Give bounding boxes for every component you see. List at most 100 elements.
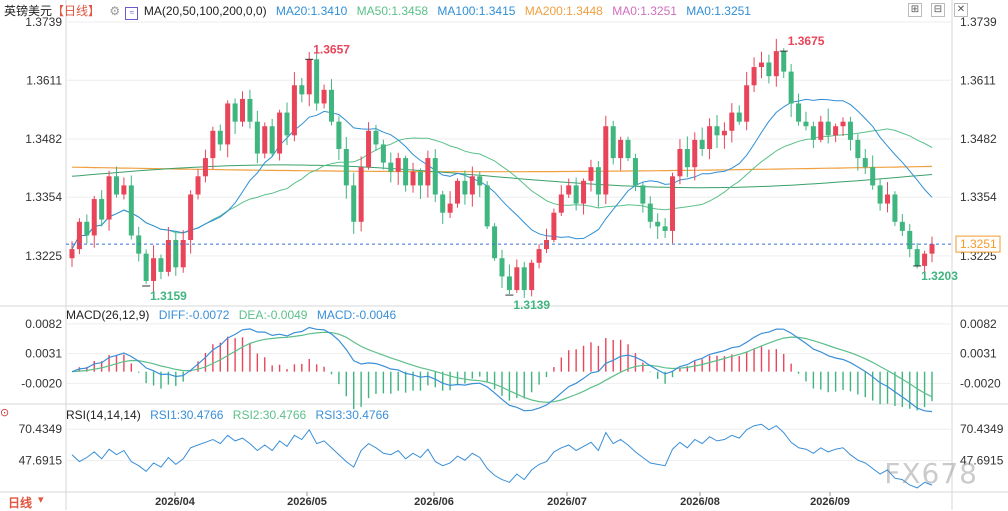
candle-body [803,121,809,127]
x-tick-label: 2026/05 [287,496,327,508]
macd-label: MACD(26,12,9) [66,308,150,322]
watermark: FX678 [884,457,978,490]
candle-body [232,103,238,122]
ma200-value: MA200:1.3448 [524,4,603,18]
candle-body [447,203,453,213]
candle-body [499,258,505,277]
candle-body [870,167,876,186]
macd-tick-right: 0.0082 [960,317,997,331]
candle-body [328,89,334,122]
candle-body [462,180,468,195]
diff-value: DIFF:-0.0072 [158,308,230,322]
ma50-value: MA50:1.3458 [356,4,429,18]
candle-body [306,59,312,95]
macd-value: MACD:-0.0046 [316,308,397,322]
candle-body [84,221,90,236]
candle-body [514,267,520,291]
candle-body [603,126,609,195]
candle-body [321,89,327,104]
candle-body [766,62,772,77]
candle-body [299,85,305,95]
rsi-label: RSI(14,14,14) [66,408,141,422]
candle-body [721,130,727,136]
candle-body [469,176,475,195]
candle-body [625,139,631,159]
candle-body [351,185,357,222]
macd-tick-right: 0.0031 [960,347,997,361]
macd-header: MACD(26,12,9) DIFF:-0.0072 DEA:-0.0049 M… [66,308,402,322]
candle-body [595,167,601,195]
grid-toggle-icon[interactable]: ⊟ [931,3,945,17]
rsi-tick-left: 70.4349 [19,422,63,436]
candle-body [358,167,364,222]
candle-body [929,244,935,254]
candle-body [810,126,816,140]
candle-body [632,158,638,186]
candle-body [432,158,438,195]
current-price-box [955,235,1001,253]
candle-body [551,212,557,241]
target-icon[interactable]: ⊙ [0,407,10,419]
diff-line [71,326,933,413]
candle-body [899,221,905,231]
candle-body [677,148,683,177]
candle-body [291,85,297,136]
low-annotation: 1.3139 [513,298,550,312]
price-tick-left: 1.3739 [25,15,62,29]
candle-body [699,139,705,149]
candle-body [833,126,839,136]
candle-body [158,258,164,272]
candle-body [410,171,416,186]
candle-body [529,262,535,291]
low-annotation: 1.3159 [150,289,187,303]
candle-body [336,121,342,149]
candle-body [588,167,594,181]
price-tick-left: 1.3482 [25,132,62,146]
candle-body [862,158,868,168]
candle-body [69,249,75,259]
candle-body [914,249,920,266]
candle-body [425,158,431,186]
candle-body [796,103,802,122]
x-tick-label: 2026/09 [810,496,850,508]
close-icon[interactable]: ✕ [954,3,968,17]
candle-body [781,51,787,72]
price-header: 英镑美元【日线】 ⚙ ≈ MA(20,50,100,200,0,0) MA20:… [4,4,757,20]
candle-body [395,158,401,172]
dea-value: DEA:-0.0049 [238,308,308,322]
candle-body [640,185,646,204]
candle-body [202,158,208,177]
candle-body [714,126,720,136]
candle-body [380,144,386,163]
rsi-tick-right: 70.4349 [960,422,1004,436]
candle-body [855,139,861,159]
current-price-label: 1.3251 [960,237,997,251]
candle-body [121,185,127,195]
period-switch-chevron-icon[interactable]: ▾ [38,494,44,506]
candle-body [165,240,171,272]
candle-body [128,185,134,236]
candle-body [314,59,320,104]
rsi-tick-left: 47.6915 [19,454,63,468]
candle-body [113,176,119,195]
ma100-value: MA100:1.3415 [437,4,516,18]
candle-body [885,194,891,204]
ma100-line [71,164,933,189]
indicator-icon[interactable]: ≈ [125,7,139,20]
x-tick-label: 2026/07 [547,496,587,508]
high-annotation: 1.3675 [788,34,825,48]
period-label[interactable]: 【日线】 [52,4,101,18]
candle-body [521,267,527,291]
candle-body [247,98,253,122]
candle-body [262,126,268,154]
candle-body [788,71,794,104]
candle-body [484,185,490,227]
crosshair-icon[interactable]: ⊞ [908,3,922,17]
candle-body [536,249,542,263]
candle-body [922,253,928,266]
ma0-value-b: MA0:1.3251 [686,4,751,18]
period-switch-label[interactable]: 日线 [8,496,33,510]
settings-icon[interactable]: ⚙ [109,4,121,18]
price-tick-right: 1.3354 [960,190,997,204]
candle-body [417,171,423,186]
